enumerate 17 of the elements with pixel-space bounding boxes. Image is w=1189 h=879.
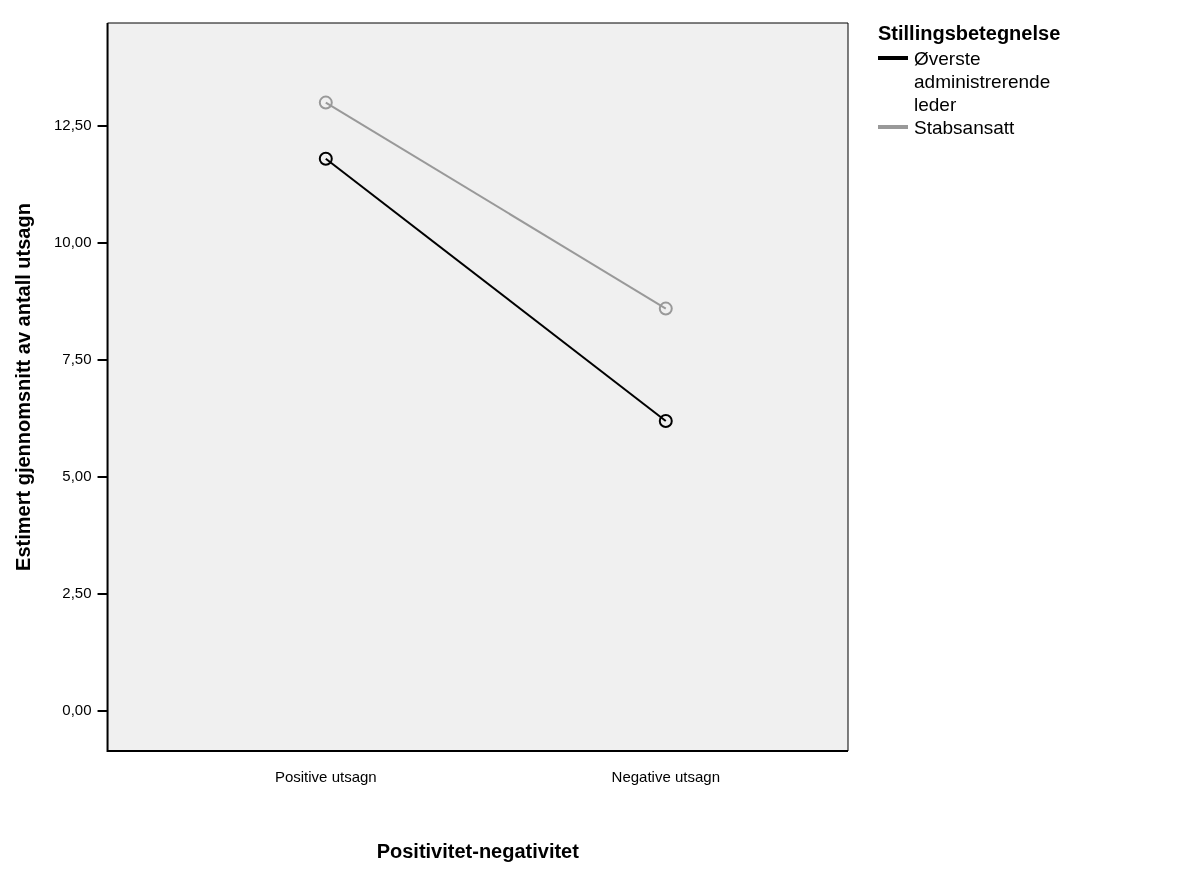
y-axis-title: Estimert gjennomsnitt av antall utsagn (11, 203, 34, 571)
point (658, 301, 673, 316)
y-tick-label: 10,00 (53, 233, 92, 251)
legend-title: Stillingsbetegnelse (878, 22, 1062, 45)
point (318, 151, 333, 166)
point (658, 413, 673, 428)
y-tick-label: 7,50 (62, 350, 92, 368)
legend-label: Øverste administrerende leder (914, 47, 1052, 116)
point (318, 95, 333, 110)
y-tick-label: 2,50 (62, 584, 92, 602)
y-tick-label: 0,00 (62, 701, 92, 719)
x-tick-label: Positive utsagn (274, 768, 377, 786)
x-axis-title: Positivitet-negativitet (376, 839, 580, 862)
y-tick-label: 5,00 (62, 467, 92, 485)
y-tick-label: 12,50 (53, 116, 92, 134)
legend-label: Stabsansatt (914, 116, 1016, 139)
x-tick-label: Negative utsagn (611, 768, 720, 786)
